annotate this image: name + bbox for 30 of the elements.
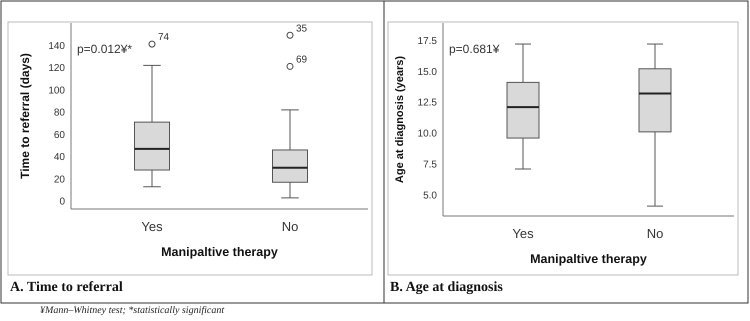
- annotation: 69: [296, 54, 308, 66]
- x-tick-label: No: [282, 219, 298, 234]
- annotation: p=0.012¥*: [77, 42, 132, 56]
- x-axis-title: Manipaltive therapy: [530, 252, 647, 266]
- x-tick-label: No: [646, 226, 664, 241]
- y-tick-label: 5.0: [423, 190, 438, 202]
- y-tick-label: 120: [48, 63, 66, 74]
- y-tick-label: 0: [59, 196, 66, 208]
- text: A. Time to referral: [10, 280, 123, 295]
- y-tick-label: 100: [48, 85, 66, 96]
- y-tick-label: 7.5: [423, 160, 438, 171]
- y-tick-label: 15.0: [418, 66, 438, 78]
- y-tick-label: 80: [54, 108, 66, 119]
- text: ¥Mann–Whitney test; *statistically significant: [40, 305, 224, 316]
- x-tick-label: Yes: [512, 226, 534, 241]
- y-tick-label: 17.5: [418, 36, 438, 47]
- y-axis-title: Time to referral (days): [18, 53, 32, 179]
- text: B. Age at diagnosis: [390, 280, 504, 295]
- y-tick-label: 10.0: [418, 128, 438, 140]
- y-axis-title: Age at diagnosis (years): [394, 56, 406, 184]
- y-tick-label: 20: [54, 174, 66, 186]
- x-tick-label: Yes: [141, 219, 164, 234]
- y-tick-label: 140: [48, 40, 66, 52]
- annotation: 35: [296, 23, 308, 34]
- y-tick-label: 60: [54, 130, 66, 141]
- y-tick-label: 12.5: [418, 98, 438, 109]
- x-axis-title: Manipaltive therapy: [161, 245, 278, 259]
- annotation: 74: [158, 32, 170, 44]
- y-tick-label: 40: [54, 152, 66, 164]
- annotation: p=0.681¥: [449, 42, 500, 56]
